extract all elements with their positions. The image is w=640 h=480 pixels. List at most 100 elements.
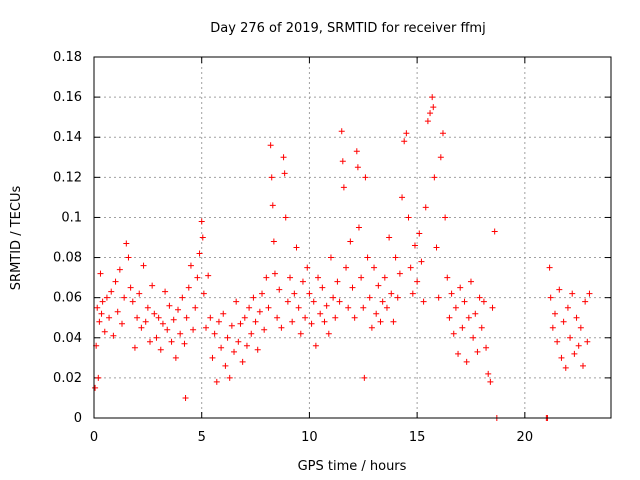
data-point [399, 194, 406, 201]
data-point [431, 174, 438, 181]
data-point [265, 304, 272, 311]
data-point [123, 240, 130, 247]
data-point [433, 244, 440, 251]
data-point [571, 350, 578, 357]
data-point [379, 298, 386, 305]
data-point [127, 284, 134, 291]
data-point [554, 338, 561, 345]
data-point [546, 264, 553, 271]
data-point [383, 304, 390, 311]
data-point [233, 298, 240, 305]
data-point [317, 310, 324, 317]
data-point [424, 118, 431, 125]
data-point [483, 344, 490, 351]
x-tick-label: 0 [90, 430, 98, 445]
data-point [185, 284, 192, 291]
data-point [564, 304, 571, 311]
data-point [183, 314, 190, 321]
data-point [177, 330, 184, 337]
data-point [213, 378, 220, 385]
data-point [250, 294, 257, 301]
data-point [271, 270, 278, 277]
data-point [388, 290, 395, 297]
data-point [375, 282, 382, 289]
data-point [577, 324, 584, 331]
data-point [302, 314, 309, 321]
data-point [315, 274, 322, 281]
data-point [241, 314, 248, 321]
data-point [430, 104, 437, 111]
data-point [218, 344, 225, 351]
data-point [162, 288, 169, 295]
data-point [103, 294, 110, 301]
data-point [487, 378, 494, 385]
data-point [248, 330, 255, 337]
data-point [108, 288, 115, 295]
data-point [231, 348, 238, 355]
data-point [196, 250, 203, 257]
data-point [558, 354, 565, 361]
data-point [345, 304, 352, 311]
data-point [361, 374, 368, 381]
data-point [422, 204, 429, 211]
data-point [386, 234, 393, 241]
x-tick-label: 20 [517, 430, 534, 445]
x-axis-label: GPS time / hours [298, 459, 407, 474]
data-point [584, 338, 591, 345]
data-point [323, 302, 330, 309]
data-point [267, 142, 274, 149]
data-point [427, 110, 434, 117]
data-point [209, 354, 216, 361]
data-point [149, 282, 156, 289]
data-point [560, 318, 567, 325]
data-point [332, 314, 339, 321]
data-point [134, 314, 141, 321]
data-point [373, 310, 380, 317]
data-point [116, 266, 123, 273]
data-point [306, 290, 313, 297]
data-point [319, 284, 326, 291]
x-ticks: 0 5 10 15 20 [90, 57, 533, 445]
y-tick-label: 0.12 [53, 170, 82, 185]
data-point [112, 278, 119, 285]
data-point [97, 270, 104, 277]
data-point [92, 384, 99, 391]
y-tick-label: 0.18 [53, 50, 82, 65]
data-point [237, 320, 244, 327]
data-point [256, 308, 263, 315]
data-point [187, 262, 194, 269]
data-point [368, 324, 375, 331]
data-point [198, 218, 205, 225]
data-point [491, 228, 498, 235]
data-point [182, 394, 189, 401]
data-point [349, 284, 356, 291]
data-point [269, 202, 276, 209]
data-point [358, 274, 365, 281]
data-point [452, 304, 459, 311]
data-point [259, 290, 266, 297]
data-point [121, 294, 128, 301]
y-tick-label: 0.14 [53, 130, 82, 145]
data-point [567, 334, 574, 341]
data-point [429, 94, 436, 101]
data-point [489, 304, 496, 311]
data-point [190, 326, 197, 333]
y-axis-label: SRMTID / TECUs [9, 186, 24, 291]
data-point [439, 130, 446, 137]
data-point [330, 294, 337, 301]
data-point [205, 272, 212, 279]
data-point [470, 334, 477, 341]
data-point [138, 324, 145, 331]
data-point [364, 254, 371, 261]
data-point [129, 298, 136, 305]
data-point [409, 290, 416, 297]
data-point [239, 358, 246, 365]
data-point [151, 310, 158, 317]
data-point [295, 304, 302, 311]
data-point [274, 314, 281, 321]
data-point [459, 324, 466, 331]
data-point [360, 304, 367, 311]
data-point [334, 278, 341, 285]
data-point [435, 294, 442, 301]
data-point [282, 214, 289, 221]
